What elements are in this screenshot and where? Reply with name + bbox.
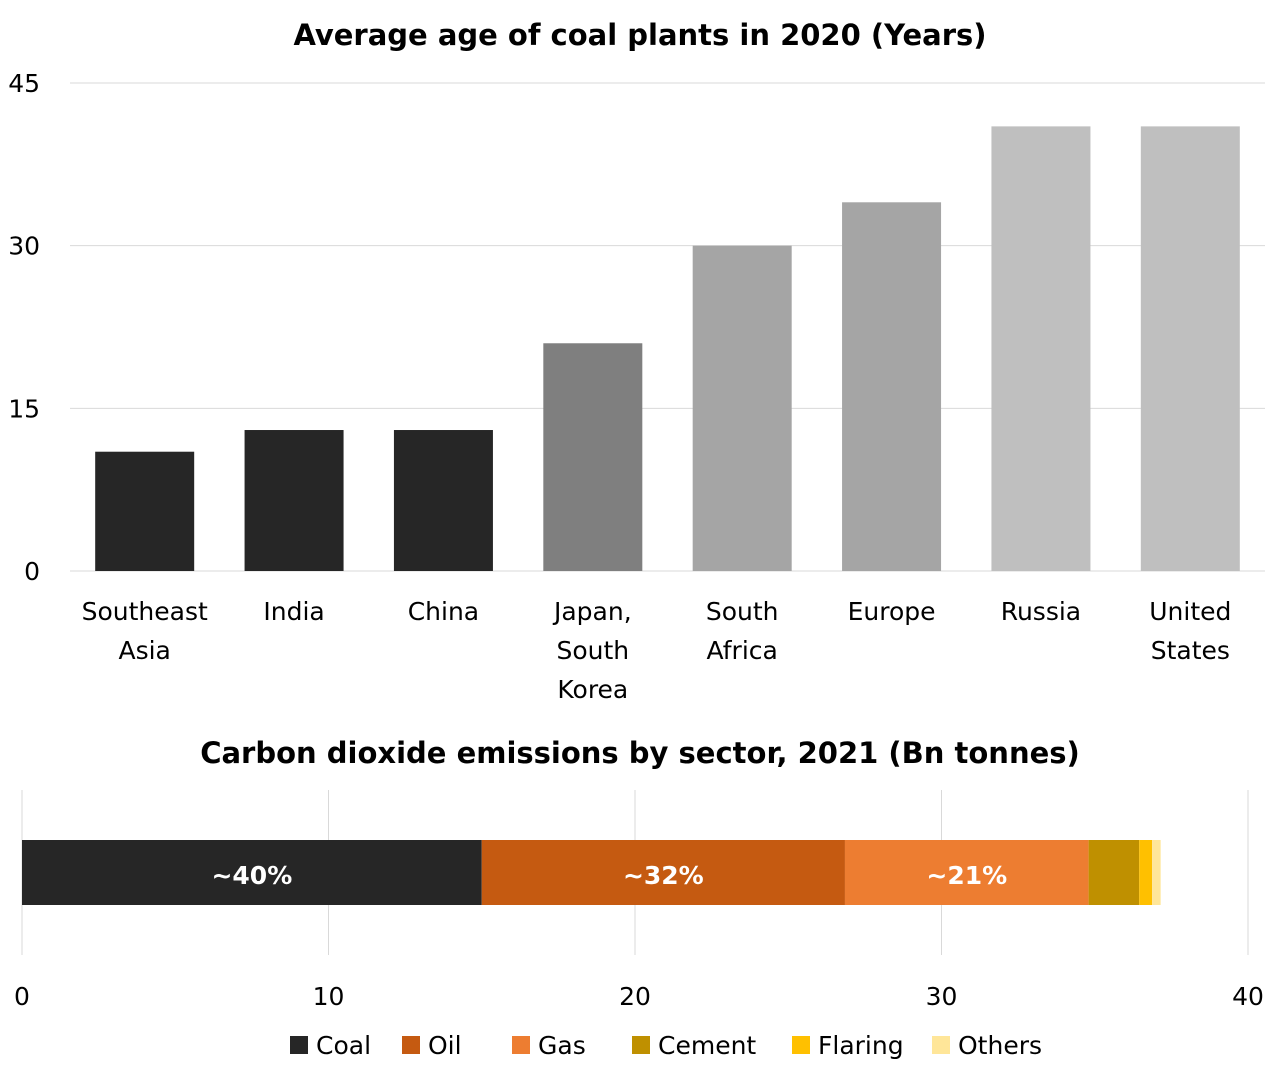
bar-segment-flaring xyxy=(1139,840,1153,905)
bar-segment-others xyxy=(1152,840,1161,905)
legend-label: Coal xyxy=(316,1031,371,1060)
x-tick-label: Korea xyxy=(557,675,628,704)
legend: Coal Oil Gas Cement Flaring Others xyxy=(290,1031,1042,1060)
bar xyxy=(95,451,195,571)
x-tick-label: Japan, xyxy=(552,597,632,626)
bar xyxy=(393,430,493,571)
legend-label: Oil xyxy=(428,1031,462,1060)
legend-label: Gas xyxy=(538,1031,586,1060)
legend-swatch xyxy=(290,1036,308,1054)
legend-swatch xyxy=(632,1036,650,1054)
x-tick-label: United xyxy=(1149,597,1231,626)
data-label: ~32% xyxy=(623,861,704,890)
x-tick-label: Southeast xyxy=(82,597,208,626)
bar-segment-cement xyxy=(1088,840,1140,905)
x-tick-label: South xyxy=(556,636,629,665)
bar-segment-coal xyxy=(22,840,482,905)
y-tick-label: 30 xyxy=(8,232,40,261)
x-tick-label: Russia xyxy=(1001,597,1081,626)
legend-swatch xyxy=(402,1036,420,1054)
x-tick-label: Asia xyxy=(118,636,170,665)
x-tick-label: 20 xyxy=(619,982,651,1011)
y-tick-label: 0 xyxy=(24,557,40,586)
x-tick-label: India xyxy=(263,597,324,626)
legend-label: Flaring xyxy=(818,1031,904,1060)
data-label: ~21% xyxy=(926,861,1007,890)
x-tick-label: South xyxy=(706,597,779,626)
x-tick-label: States xyxy=(1151,636,1230,665)
bar xyxy=(991,126,1091,571)
x-tick-label: Europe xyxy=(848,597,936,626)
x-tick-label: 30 xyxy=(926,982,958,1011)
bar-segment-gas xyxy=(844,840,1089,905)
x-tick-label: China xyxy=(408,597,479,626)
bar xyxy=(244,430,344,571)
x-tick-label: Africa xyxy=(707,636,778,665)
bar xyxy=(692,245,792,571)
x-tick-label: 0 xyxy=(14,982,30,1011)
legend-swatch xyxy=(792,1036,810,1054)
bar xyxy=(543,343,643,571)
legend-swatch xyxy=(932,1036,950,1054)
chart1-title: Average age of coal plants in 2020 (Year… xyxy=(293,18,986,52)
x-tick-label: 10 xyxy=(313,982,345,1011)
bar-segment-oil xyxy=(481,840,845,905)
legend-label: Others xyxy=(958,1031,1042,1060)
data-label: ~40% xyxy=(211,861,292,890)
y-tick-label: 15 xyxy=(8,394,40,423)
x-tick-label: 40 xyxy=(1232,982,1264,1011)
y-tick-label: 45 xyxy=(8,69,40,98)
chart2-title: Carbon dioxide emissions by sector, 2021… xyxy=(200,736,1080,770)
legend-label: Cement xyxy=(658,1031,756,1060)
bar xyxy=(1140,126,1240,571)
bar xyxy=(842,202,942,572)
legend-swatch xyxy=(512,1036,530,1054)
